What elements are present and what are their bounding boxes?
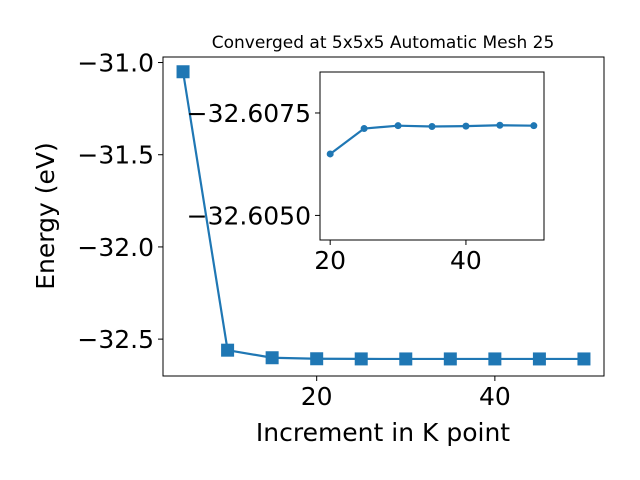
main-y-tick-label: −32.5 [77, 325, 154, 354]
x-axis-label: Increment in K point [256, 418, 510, 447]
main-y-tick-label: −31.0 [77, 49, 154, 78]
main-data-point [399, 352, 413, 366]
inset-x-tick-label: 40 [450, 246, 482, 275]
main-y-tick-label: −31.5 [77, 141, 154, 170]
main-data-point [265, 351, 279, 365]
inset-tick-layer: 20 40 −32.6075 −32.6050 [187, 99, 482, 275]
main-x-tick-label: 40 [479, 382, 511, 411]
main-data-point [176, 65, 190, 79]
main-tick-layer: 20 40 −31.0 −31.5 −32.0 −32.5 [77, 49, 510, 411]
inset-series-layer [326, 121, 538, 158]
main-data-point [488, 352, 502, 366]
inset-y-tick-label: −32.6075 [187, 99, 311, 128]
main-series-line [181, 71, 584, 361]
main-data-point [443, 352, 457, 366]
inset-y-tick-label: −32.6050 [187, 201, 311, 230]
main-y-tick-label: −32.0 [77, 233, 154, 262]
inset-plot-frame [319, 71, 545, 241]
inset-plot-area [320, 72, 544, 240]
main-series-layer [176, 65, 591, 366]
y-axis-label: Energy (eV) [31, 142, 60, 289]
main-data-point [310, 352, 324, 366]
inset-data-point [326, 150, 334, 158]
main-data-point [532, 352, 546, 366]
inset-data-point [428, 122, 436, 130]
main-data-point [577, 352, 591, 366]
inset-data-point [394, 122, 402, 130]
main-plot-frame [162, 56, 605, 377]
inset-data-point [360, 125, 368, 133]
inset-data-point [462, 122, 470, 130]
main-x-tick-label: 20 [301, 382, 333, 411]
inset-x-tick-label: 20 [314, 246, 346, 275]
main-data-point [221, 343, 235, 357]
inset-data-point [496, 121, 504, 129]
inset-data-point [530, 122, 538, 130]
chart-title: Converged at 5x5x5 Automatic Mesh 25 [212, 33, 555, 53]
inset-chart: 20 40 −32.6075 −32.6050 [187, 71, 545, 275]
main-data-point [354, 352, 368, 366]
